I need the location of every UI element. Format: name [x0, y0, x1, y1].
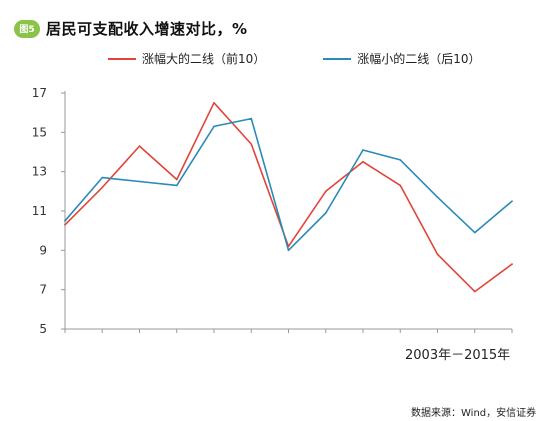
data-point-series-1: [175, 178, 178, 181]
data-point-series-1: [101, 186, 104, 189]
data-point-series-1: [473, 290, 476, 293]
legend-label-series-2: 涨幅小的二线（后10）: [357, 52, 481, 66]
data-point-series-1: [64, 223, 66, 226]
data-point-series-1: [324, 190, 327, 193]
data-point-series-2: [399, 159, 402, 161]
legend-item-series-2: 涨幅小的二线（后10）: [323, 50, 481, 67]
data-point-series-1: [399, 184, 402, 187]
y-tick-label: 13: [32, 165, 47, 179]
legend-item-series-1: 涨幅大的二线（前10）: [108, 50, 265, 67]
data-point-series-2: [324, 212, 327, 214]
figure-badge: 图5: [14, 19, 40, 38]
chart-header: 图5 居民可支配收入增速对比，%: [14, 18, 248, 39]
legend-swatch-series-2: [323, 57, 352, 60]
y-tick-label: 5: [39, 322, 47, 336]
data-point-series-2: [436, 196, 439, 199]
data-point-series-1: [138, 145, 141, 147]
data-point-series-2: [287, 249, 290, 252]
y-tick-label: 15: [32, 125, 47, 139]
data-point-series-1: [250, 143, 253, 145]
chart-title: 居民可支配收入增速对比，%: [46, 20, 248, 38]
y-tick-label: 9: [39, 243, 47, 257]
data-point-series-2: [511, 200, 513, 202]
x-axis-period-label: 2003年－2015年: [405, 348, 511, 363]
data-point-series-1: [362, 161, 364, 163]
data-point-series-2: [362, 149, 364, 151]
source-note: 数据来源：Wind，安信证券: [411, 408, 537, 419]
legend-swatch-series-1: [108, 57, 136, 60]
legend: 涨幅大的二线（前10） 涨幅小的二线（后10）: [108, 50, 481, 67]
data-point-series-1: [213, 102, 215, 104]
data-point-series-2: [250, 117, 253, 120]
data-point-series-2: [138, 180, 141, 183]
data-point-series-2: [473, 231, 476, 234]
data-point-series-1: [511, 263, 513, 265]
data-point-series-2: [101, 176, 104, 179]
data-point-series-2: [213, 125, 215, 128]
y-tick-label: 7: [39, 283, 47, 297]
data-point-series-1: [436, 253, 439, 256]
data-point-series-2: [64, 220, 66, 222]
data-point-series-2: [175, 184, 178, 187]
series-line-2: [64, 117, 513, 252]
y-tick-label: 11: [32, 204, 47, 218]
legend-label-series-1: 涨幅大的二线（前10）: [142, 52, 266, 66]
series-line-1: [64, 102, 513, 293]
y-tick-label: 17: [32, 86, 47, 100]
